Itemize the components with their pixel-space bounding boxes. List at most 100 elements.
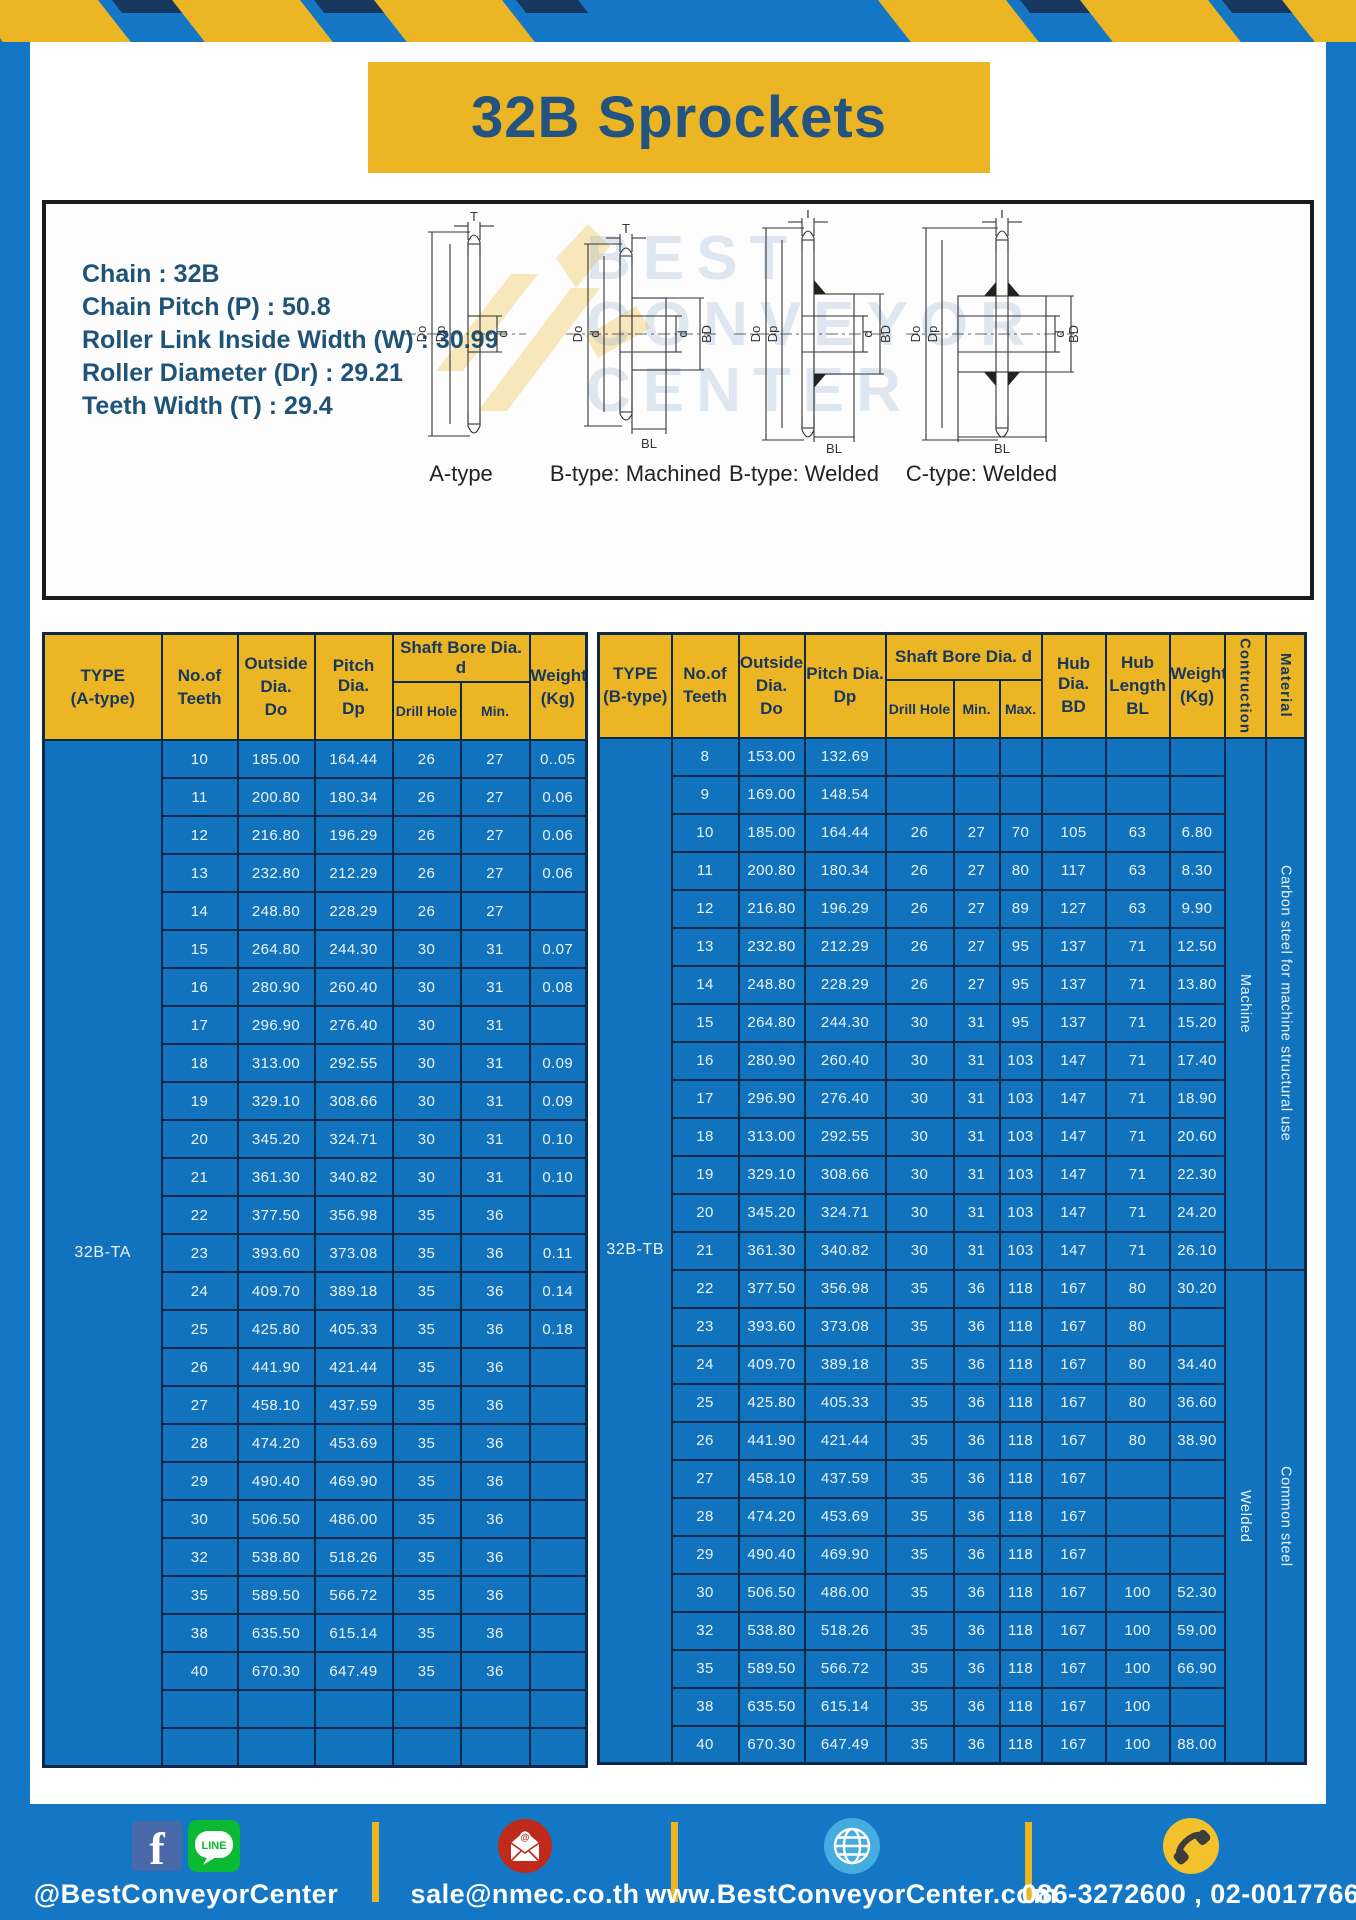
cell-hub-length: 71 <box>1104 964 1171 1005</box>
cell-max: 118 <box>998 1572 1043 1613</box>
cell-hub-length <box>1104 1496 1171 1537</box>
cell-drill-hole: 30 <box>391 1119 462 1159</box>
cell-outside-dia: 474.20 <box>236 1423 316 1463</box>
cell-min: 31 <box>459 929 531 969</box>
cell-weight <box>528 1613 588 1653</box>
cell-pitch-dia: 566.72 <box>313 1575 394 1615</box>
cell-drill-hole: 30 <box>391 929 462 969</box>
cell-hub-dia: 147 <box>1040 1230 1107 1271</box>
cell-pitch-dia: 389.18 <box>313 1271 394 1311</box>
cell-teeth: 16 <box>670 1040 740 1081</box>
cell-max: 95 <box>998 1002 1043 1043</box>
cell-outside-dia: 232.80 <box>236 853 316 893</box>
cell-max: 103 <box>998 1154 1043 1195</box>
cell-min: 31 <box>459 1081 531 1121</box>
cell-drill-hole: 35 <box>391 1195 462 1235</box>
cell-outside-dia: 248.80 <box>737 964 806 1005</box>
cell-pitch-dia: 566.72 <box>803 1648 887 1689</box>
cell-pitch-dia: 421.44 <box>313 1347 394 1387</box>
cell-outside-dia: 264.80 <box>737 1002 806 1043</box>
email-icon: @ <box>498 1819 552 1873</box>
cell-outside-dia: 345.20 <box>737 1192 806 1233</box>
cell-min <box>952 774 1001 815</box>
cell-pitch-dia: 518.26 <box>803 1610 887 1651</box>
header-material: Material <box>1264 632 1307 739</box>
cell-drill-hole: 26 <box>884 812 955 853</box>
diagram-type-label: C-type: Welded <box>905 461 1058 486</box>
cell-teeth: 29 <box>670 1534 740 1575</box>
cell-outside-dia: 313.00 <box>737 1116 806 1157</box>
stripe <box>1282 0 1356 42</box>
cell-outside-dia: 313.00 <box>236 1043 316 1083</box>
cell-hub-dia: 137 <box>1040 926 1107 967</box>
cell-teeth: 28 <box>670 1496 740 1537</box>
cell-hub-length <box>1104 1458 1171 1499</box>
cell-outside-dia: 329.10 <box>236 1081 316 1121</box>
line-icon: LINE <box>188 1820 240 1872</box>
title-banner: 32B Sprockets <box>368 62 990 173</box>
cell-drill-hole: 30 <box>391 1005 462 1045</box>
cell-outside-dia: 458.10 <box>737 1458 806 1499</box>
cell-max: 118 <box>998 1420 1043 1461</box>
cell-max: 103 <box>998 1230 1043 1271</box>
cell-min: 36 <box>952 1724 1001 1765</box>
diagram-type-label: A-type <box>429 461 493 486</box>
cell-outside-dia: 635.50 <box>737 1686 806 1727</box>
cell-drill-hole: 30 <box>391 1157 462 1197</box>
cell-min <box>952 736 1001 777</box>
cell-min: 36 <box>952 1382 1001 1423</box>
cell-max: 118 <box>998 1344 1043 1385</box>
cell-min: 27 <box>952 888 1001 929</box>
cell-min: 31 <box>952 1002 1001 1043</box>
cell-teeth: 26 <box>160 1347 239 1387</box>
cell-weight <box>528 1385 588 1425</box>
cell-min: 36 <box>952 1572 1001 1613</box>
cell-weight <box>528 1499 588 1539</box>
cell-weight: 0.10 <box>528 1119 588 1159</box>
cell-teeth: 18 <box>670 1116 740 1157</box>
footer-divider <box>671 1822 678 1902</box>
cell-pitch-dia: 228.29 <box>803 964 887 1005</box>
cell-teeth: 38 <box>160 1613 239 1653</box>
cell-pitch-dia: 486.00 <box>313 1499 394 1539</box>
cell-outside-dia: 670.30 <box>737 1724 806 1765</box>
cell-outside-dia: 589.50 <box>737 1648 806 1689</box>
cell-outside-dia: 185.00 <box>737 812 806 853</box>
cell-pitch-dia: 389.18 <box>803 1344 887 1385</box>
cell-weight <box>528 1575 588 1615</box>
cell-pitch-dia: 212.29 <box>313 853 394 893</box>
header-weight: Weight (Kg) <box>528 632 588 741</box>
cell-max: 89 <box>998 888 1043 929</box>
cell-weight: 0.14 <box>528 1271 588 1311</box>
cell-outside-dia: 458.10 <box>236 1385 316 1425</box>
cell-pitch-dia: 324.71 <box>803 1192 887 1233</box>
cell-hub-length <box>1104 1534 1171 1575</box>
cell-drill-hole: 35 <box>391 1347 462 1387</box>
cell-pitch-dia: 292.55 <box>803 1116 887 1157</box>
cell-outside-dia: 490.40 <box>236 1461 316 1501</box>
cell-max: 118 <box>998 1610 1043 1651</box>
cell-teeth: 40 <box>160 1651 239 1691</box>
cell-hub-length: 100 <box>1104 1724 1171 1765</box>
header-drill-hole: Drill Hole <box>391 681 462 741</box>
cell-outside-dia: 377.50 <box>737 1268 806 1309</box>
cell-min: 36 <box>459 1537 531 1577</box>
cell-outside-dia: 425.80 <box>737 1382 806 1423</box>
cell-drill-hole: 35 <box>391 1575 462 1615</box>
cell-outside-dia: 393.60 <box>236 1233 316 1273</box>
type-label: 32B-TA <box>42 739 163 1767</box>
cell-teeth: 11 <box>670 850 740 891</box>
cell-pitch-dia: 308.66 <box>313 1081 394 1121</box>
cell-hub-dia: 117 <box>1040 850 1107 891</box>
cell-weight: 0.06 <box>528 853 588 893</box>
cell-drill-hole: 35 <box>391 1461 462 1501</box>
cell-weight: 20.60 <box>1168 1116 1226 1157</box>
cell-hub-dia: 127 <box>1040 888 1107 929</box>
cell-outside-dia <box>236 1727 316 1767</box>
cell-pitch-dia <box>313 1727 394 1767</box>
cell-pitch-dia: 164.44 <box>313 739 394 779</box>
cell-weight <box>1168 1534 1226 1575</box>
cell-outside-dia: 264.80 <box>236 929 316 969</box>
cell-drill-hole: 35 <box>391 1233 462 1273</box>
cell-pitch-dia: 373.08 <box>803 1306 887 1347</box>
